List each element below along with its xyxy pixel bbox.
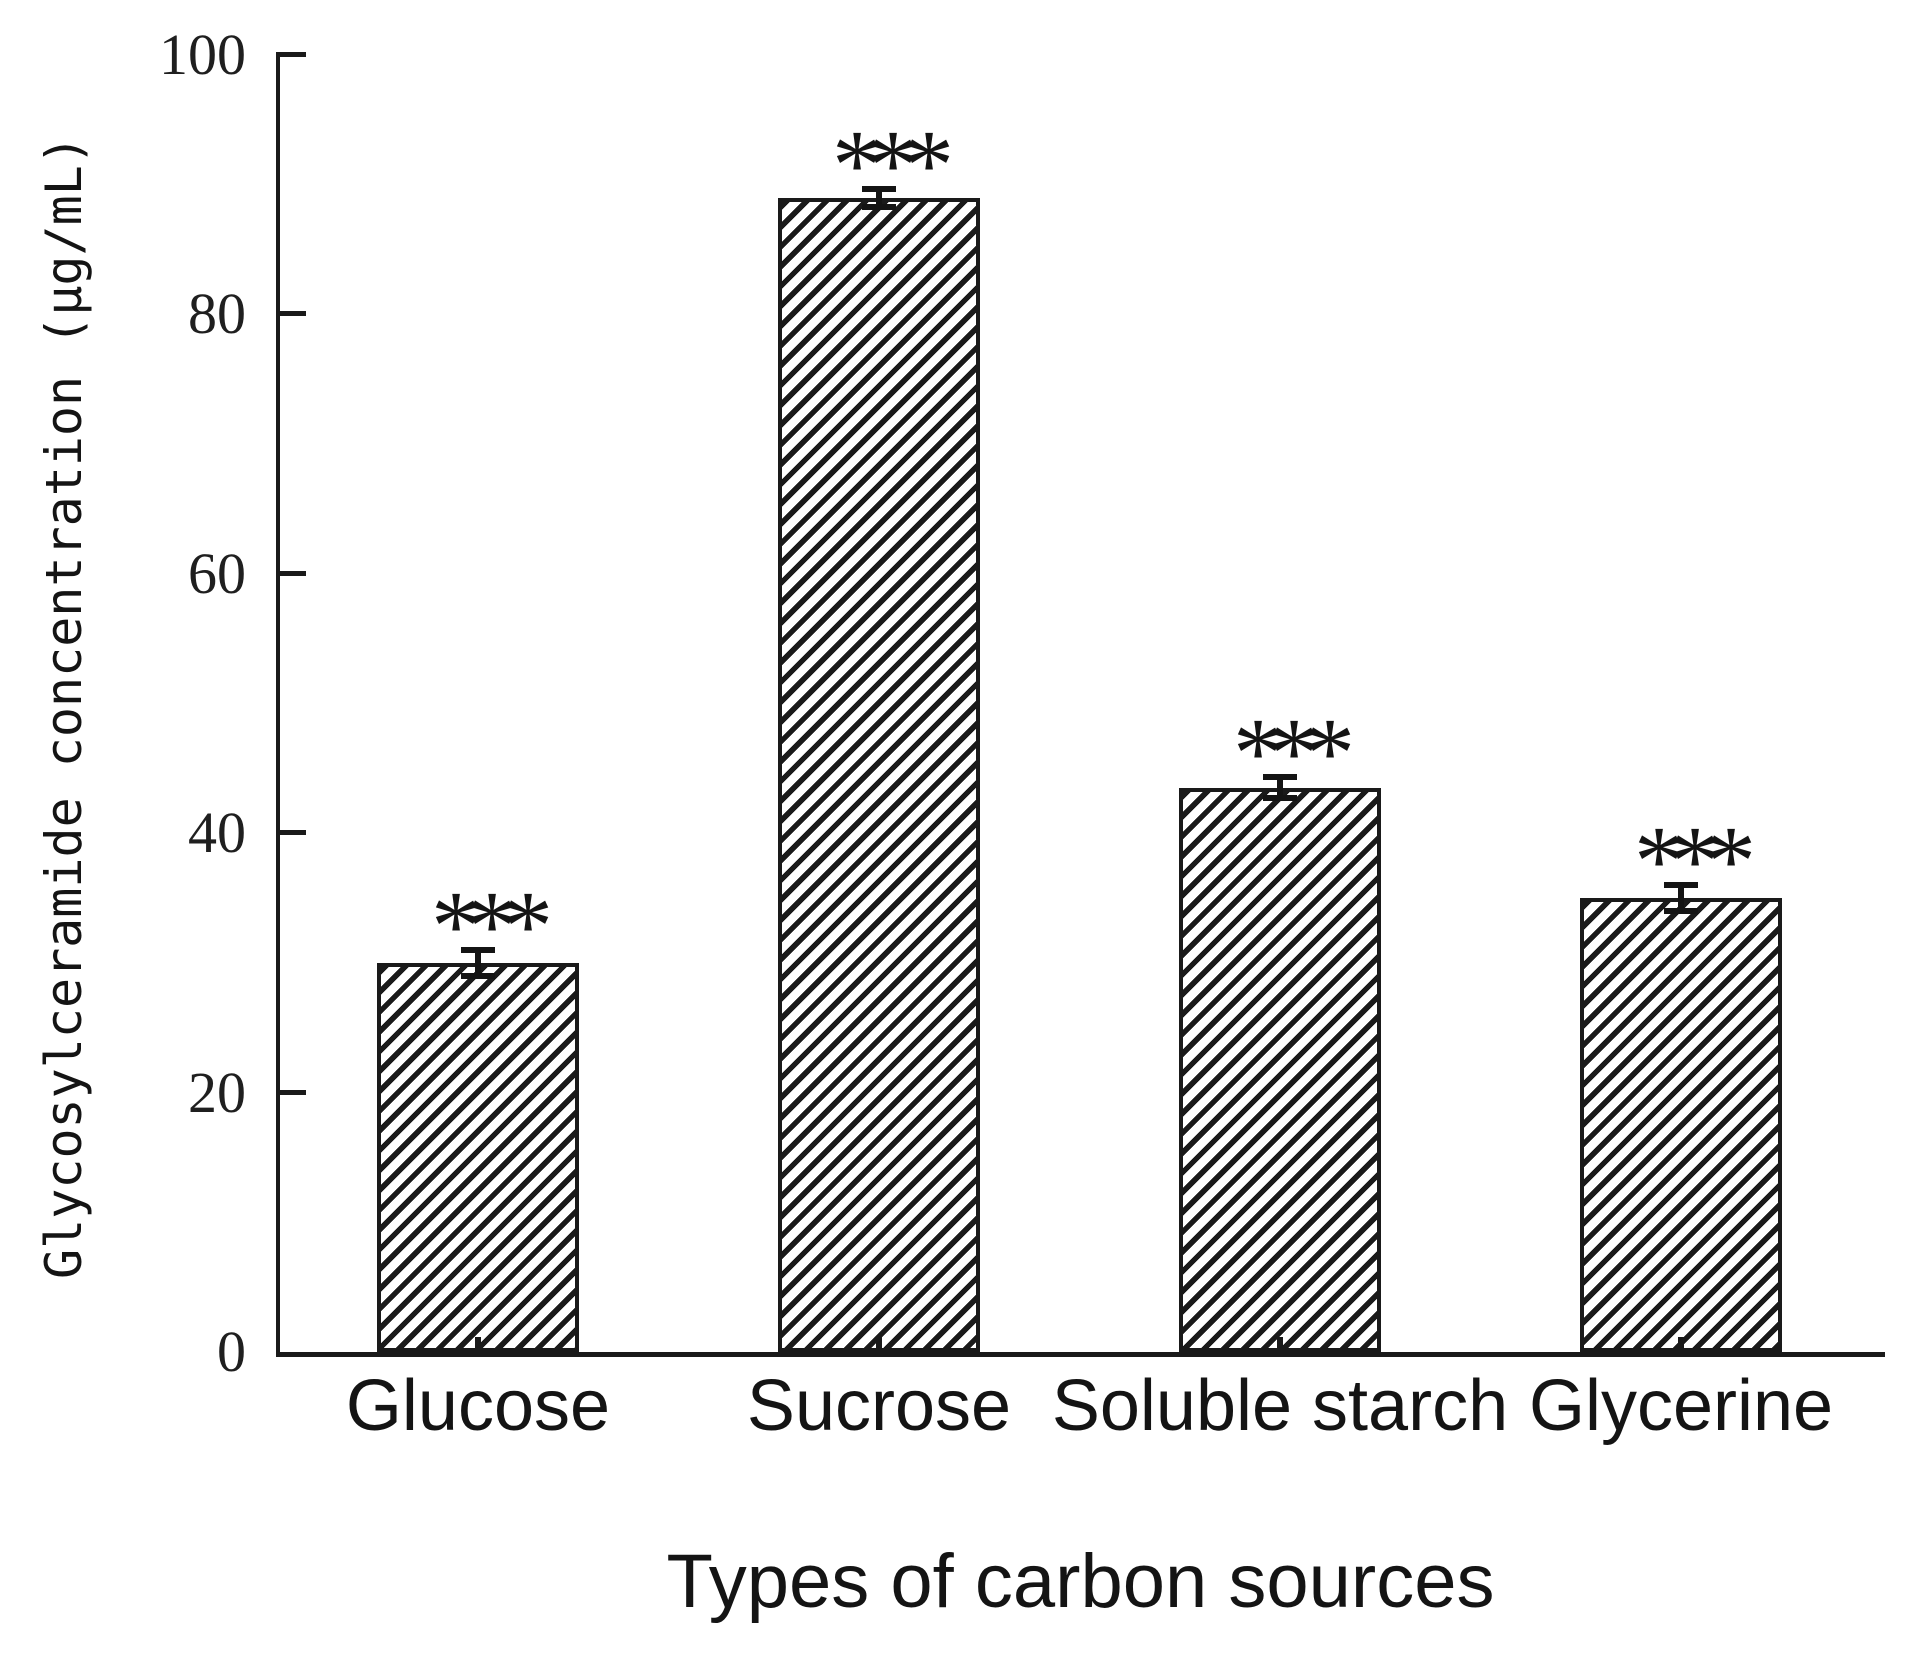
y-axis-tick-label: 20 <box>188 1059 246 1125</box>
y-axis-tick-label: 80 <box>188 281 246 347</box>
error-bar-cap-top <box>862 185 896 192</box>
bar-sucrose <box>778 197 980 1352</box>
x-category-label: Soluble starch <box>1051 1366 1509 1446</box>
error-bar-cap-bottom <box>862 203 896 210</box>
significance-label: *** <box>1233 697 1355 809</box>
y-axis-line <box>276 52 280 1357</box>
error-bar-cap-bottom <box>1263 795 1297 802</box>
x-axis-tick <box>1277 1337 1283 1352</box>
y-axis-tick <box>280 570 306 576</box>
y-axis-tick-label: 40 <box>188 800 246 866</box>
significance-label: *** <box>431 869 553 981</box>
bar-soluble-starch <box>1179 787 1381 1352</box>
error-bar-stem <box>876 188 882 207</box>
y-axis-tick <box>280 311 306 317</box>
y-axis-tick <box>280 52 306 57</box>
error-bar-cap-top <box>461 946 495 953</box>
bar-glucose <box>377 962 579 1352</box>
error-bar-stem <box>1678 885 1684 912</box>
y-axis-tick <box>280 1089 306 1095</box>
x-axis-line <box>276 1352 1885 1357</box>
error-bar-stem <box>1277 777 1283 799</box>
x-category-label: Glucose <box>345 1366 611 1446</box>
y-axis-tick-label: 100 <box>159 22 246 87</box>
x-axis-tick <box>876 1337 882 1352</box>
error-bar-stem <box>475 949 481 976</box>
error-bar-cap-bottom <box>461 972 495 979</box>
error-bar-cap-top <box>1664 882 1698 889</box>
error-bar-cap-top <box>1263 774 1297 781</box>
significance-label: *** <box>1634 805 1756 917</box>
significance-label: *** <box>832 108 954 220</box>
y-axis-tick-label: 0 <box>217 1319 246 1384</box>
error-bar-cap-bottom <box>1664 908 1698 915</box>
y-axis-tick-label: 60 <box>188 540 246 606</box>
x-category-label: Glycerine <box>1528 1366 1834 1446</box>
bar-glycerine <box>1580 898 1782 1352</box>
y-axis-tick <box>280 830 306 836</box>
x-axis-title: Types of carbon sources <box>666 1539 1495 1624</box>
x-axis-tick <box>1678 1337 1684 1352</box>
x-axis-tick <box>475 1337 481 1352</box>
x-category-label: Sucrose <box>746 1366 1012 1446</box>
